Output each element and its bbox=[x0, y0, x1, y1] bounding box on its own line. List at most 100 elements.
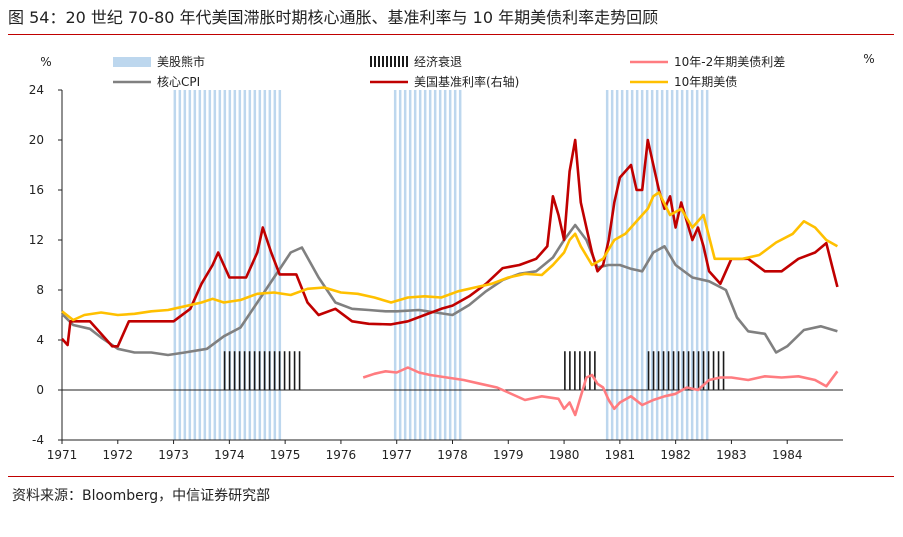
recession-stripe bbox=[672, 351, 675, 390]
bear-market-stripe bbox=[188, 90, 192, 440]
bear-market-stripe bbox=[453, 90, 457, 440]
y-tick-label: 4 bbox=[36, 333, 44, 347]
bear-market-stripe bbox=[238, 90, 242, 440]
recession-stripe bbox=[233, 351, 236, 390]
recession-stripe bbox=[584, 351, 586, 390]
recession-stripe bbox=[248, 351, 251, 390]
series-lines bbox=[61, 138, 839, 417]
bear-market-stripe bbox=[403, 90, 407, 440]
series-line bbox=[61, 223, 838, 357]
legend-label: 美国基准利率(右轴) bbox=[414, 74, 519, 89]
series-line bbox=[61, 191, 839, 322]
source-note: 资料来源：Bloomberg，中信证券研究部 bbox=[12, 488, 271, 504]
legend-swatch bbox=[378, 56, 380, 67]
y-tick-label: 20 bbox=[29, 133, 44, 147]
bear-market-stripe bbox=[228, 90, 232, 440]
bear-market-stripe bbox=[655, 90, 659, 440]
bear-market-stripe bbox=[635, 90, 639, 440]
bear-market-stripe bbox=[458, 90, 462, 440]
left-unit-label: % bbox=[40, 55, 51, 69]
x-tick-label: 1978 bbox=[437, 448, 468, 462]
y-tick-label: 12 bbox=[29, 233, 44, 247]
recession-stripe bbox=[579, 351, 581, 390]
recession-stripe bbox=[692, 351, 695, 390]
y-tick-label: -4 bbox=[32, 433, 44, 447]
bear-market-stripe bbox=[413, 90, 417, 440]
legend-label: 美股熊市 bbox=[157, 54, 205, 69]
series-line bbox=[61, 138, 839, 348]
bear-market-stripe bbox=[203, 90, 207, 440]
x-tick-label: 1975 bbox=[270, 448, 301, 462]
legend-swatch bbox=[382, 56, 384, 67]
recession-stripe bbox=[687, 351, 690, 390]
bear-market-stripe bbox=[218, 90, 222, 440]
recession-stripe bbox=[594, 351, 596, 390]
title-divider bbox=[8, 34, 894, 35]
legend-label: 10年-2年期美债利差 bbox=[674, 55, 785, 69]
legend-swatch bbox=[402, 56, 404, 67]
x-tick-label: 1984 bbox=[772, 448, 803, 462]
bear-market-stripe bbox=[448, 90, 452, 440]
recession-stripe bbox=[223, 351, 226, 390]
source-divider bbox=[8, 476, 894, 477]
bear-market-stripe bbox=[443, 90, 447, 440]
bear-market-stripe bbox=[208, 90, 212, 440]
bear-market-stripe bbox=[630, 90, 634, 440]
recession-stripe bbox=[677, 351, 680, 390]
x-tick-label: 1971 bbox=[47, 448, 78, 462]
recession-stripe bbox=[238, 351, 241, 390]
chart: -4 0 4 8 12 16 20 24% % 1971 1972 1973 1974 1975 1976 1… bbox=[29, 52, 875, 462]
legend-label: 经济衰退 bbox=[414, 54, 462, 69]
recession-stripe bbox=[697, 351, 700, 390]
shaded-periods bbox=[173, 90, 725, 440]
bear-market-stripe bbox=[408, 90, 412, 440]
y-tick-label: 0 bbox=[36, 383, 44, 397]
legend-swatch bbox=[370, 56, 372, 67]
x-tick-label: 1980 bbox=[549, 448, 580, 462]
axes: -4 0 4 8 12 16 20 24% % 1971 1972 1973 1974 1975 1976 1… bbox=[29, 52, 875, 462]
recession-stripe bbox=[258, 351, 261, 390]
bear-market-stripe bbox=[278, 90, 282, 440]
bear-market-stripe bbox=[193, 90, 197, 440]
legend-swatch bbox=[394, 56, 396, 67]
recession-stripe bbox=[298, 351, 301, 390]
recession-stripe bbox=[253, 351, 256, 390]
x-tick-label: 1974 bbox=[214, 448, 245, 462]
bear-market-stripe bbox=[438, 90, 442, 440]
bear-market-stripe bbox=[243, 90, 247, 440]
bear-market-stripe bbox=[198, 90, 202, 440]
recession-stripe bbox=[569, 351, 571, 390]
recession-stripe bbox=[574, 351, 576, 390]
recession-stripe bbox=[717, 351, 720, 390]
recession-stripe bbox=[702, 351, 705, 390]
bear-market-stripe bbox=[650, 90, 654, 440]
recession-stripe bbox=[662, 351, 665, 390]
legend-swatch bbox=[398, 56, 400, 67]
legend-swatch bbox=[374, 56, 376, 67]
recession-stripe bbox=[589, 351, 591, 390]
recession-stripe bbox=[293, 351, 296, 390]
recession-stripe bbox=[722, 351, 725, 390]
legend-swatch bbox=[390, 56, 392, 67]
recession-stripe bbox=[707, 351, 710, 390]
legend-label: 核心CPI bbox=[157, 75, 200, 89]
x-tick-label: 1973 bbox=[158, 448, 189, 462]
recession-stripe bbox=[283, 351, 286, 390]
recession-stripe bbox=[263, 351, 266, 390]
bear-market-stripe bbox=[248, 90, 252, 440]
bear-market-stripe bbox=[428, 90, 432, 440]
bear-market-stripe bbox=[398, 90, 402, 440]
recession-stripe bbox=[667, 351, 670, 390]
right-unit-label: % bbox=[863, 52, 874, 66]
bear-market-stripe bbox=[665, 90, 669, 440]
y-tick-label: 16 bbox=[29, 183, 44, 197]
legend-swatch bbox=[113, 57, 151, 67]
bear-market-stripe bbox=[433, 90, 437, 440]
bear-market-stripe bbox=[258, 90, 262, 440]
x-tick-label: 1981 bbox=[605, 448, 636, 462]
recession-stripe bbox=[652, 351, 655, 390]
bear-market-stripe bbox=[213, 90, 217, 440]
recession-stripe bbox=[278, 351, 281, 390]
bear-market-stripe bbox=[680, 90, 684, 440]
x-tick-label: 1977 bbox=[381, 448, 412, 462]
